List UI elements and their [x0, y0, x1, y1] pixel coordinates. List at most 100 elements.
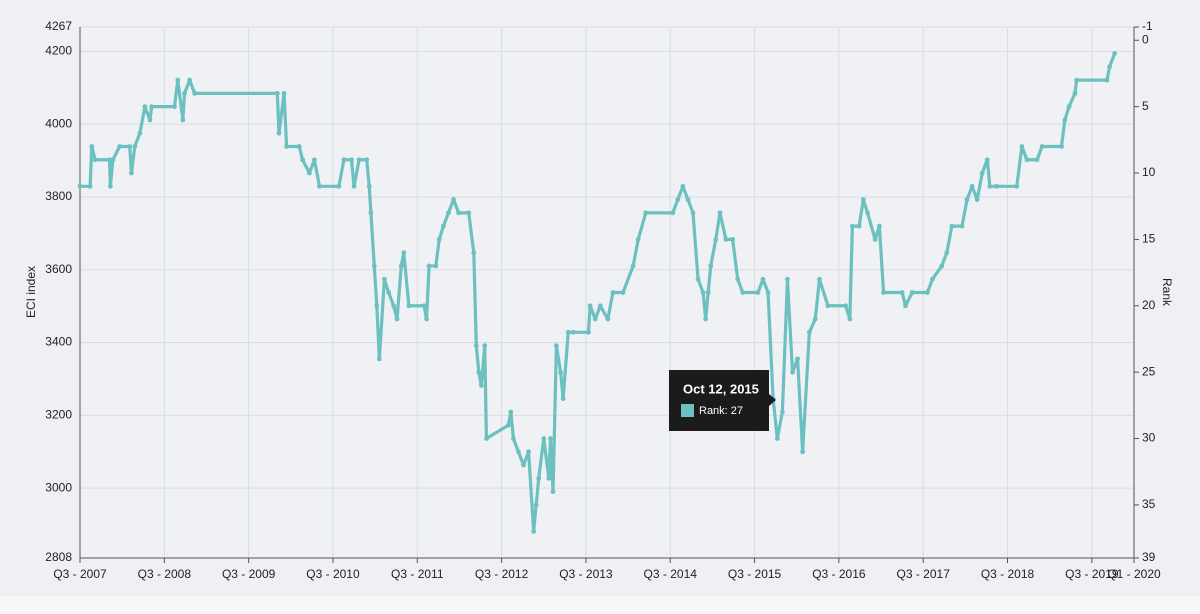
point	[381, 276, 387, 282]
tooltip-swatch	[681, 404, 694, 417]
point	[1066, 104, 1072, 110]
x-tick-label: Q3 - 2015	[728, 567, 782, 581]
point	[349, 157, 354, 163]
point	[1112, 51, 1118, 56]
point	[77, 183, 83, 189]
point	[790, 369, 795, 375]
point	[872, 237, 878, 242]
point	[565, 329, 571, 335]
point	[446, 210, 451, 216]
point	[149, 104, 155, 110]
y-tick-label: 4267	[45, 19, 72, 33]
point	[336, 183, 342, 189]
point	[371, 263, 377, 269]
point	[680, 183, 686, 189]
point	[306, 170, 312, 176]
point	[825, 303, 831, 309]
point	[175, 77, 181, 83]
point	[949, 223, 955, 229]
point	[127, 144, 133, 149]
y2-tick-label: 10	[1142, 165, 1156, 179]
point	[735, 276, 741, 282]
point	[959, 223, 965, 229]
y-tick-label: 3800	[45, 189, 72, 203]
point	[944, 250, 950, 256]
point	[903, 303, 908, 309]
point	[182, 90, 187, 96]
y2-tick-label: 30	[1142, 431, 1156, 445]
point	[984, 157, 990, 163]
point	[441, 223, 446, 229]
point	[605, 316, 611, 322]
point	[1072, 90, 1078, 96]
point	[703, 316, 709, 322]
y2-tick-label: 0	[1142, 32, 1149, 46]
point	[881, 290, 886, 295]
x-tick-label: Q3 - 2013	[559, 567, 613, 581]
y-axis-label: ECI index	[24, 266, 38, 318]
point	[856, 223, 862, 229]
point	[1019, 144, 1025, 149]
point	[755, 290, 761, 295]
point	[785, 276, 790, 282]
point	[147, 117, 153, 123]
point	[341, 157, 347, 163]
point	[107, 183, 113, 189]
x-tick-label: Q3 - 2012	[475, 567, 529, 581]
point	[132, 144, 138, 149]
point	[110, 157, 116, 163]
point	[187, 77, 193, 83]
point	[979, 170, 985, 176]
point	[129, 170, 134, 176]
point	[296, 144, 302, 149]
x-tick-label: Q3 - 2010	[306, 567, 360, 581]
point	[939, 263, 945, 269]
x-tick-label: Q3 - 2014	[644, 567, 698, 581]
point	[800, 449, 806, 455]
point	[406, 303, 412, 309]
y2-axis-label: Rank	[1160, 278, 1174, 307]
point	[531, 529, 537, 534]
y-tick-label: 3200	[45, 408, 72, 422]
point	[1039, 144, 1045, 149]
point	[740, 290, 746, 295]
point	[899, 290, 905, 295]
point	[717, 210, 723, 216]
point	[451, 197, 456, 202]
point	[597, 303, 603, 309]
point	[969, 183, 975, 189]
point	[541, 436, 547, 441]
point	[930, 276, 935, 282]
point	[192, 90, 198, 96]
point	[1107, 64, 1112, 70]
point	[1104, 77, 1110, 83]
tooltip-label: Rank: 27	[699, 405, 743, 417]
y2-tick-label: 35	[1142, 497, 1156, 511]
point	[478, 383, 484, 388]
point	[281, 90, 287, 96]
line	[80, 52, 1117, 534]
point	[987, 183, 993, 189]
point	[317, 183, 322, 189]
point	[779, 409, 785, 415]
plot-area	[80, 27, 1134, 558]
point	[356, 157, 362, 163]
y-tick-label: 3600	[45, 262, 72, 276]
point	[1024, 157, 1030, 163]
x-tick-label: Q3 - 2017	[897, 567, 951, 581]
point	[713, 237, 719, 242]
point	[386, 290, 392, 295]
point	[690, 210, 696, 216]
point	[533, 502, 539, 508]
point	[511, 436, 516, 441]
point	[351, 183, 357, 189]
x-tick-label: Q3 - 2008	[138, 567, 192, 581]
point	[760, 276, 766, 282]
point	[276, 130, 282, 136]
point	[675, 197, 681, 202]
point	[1034, 157, 1040, 163]
point	[610, 290, 616, 295]
point	[685, 197, 691, 202]
